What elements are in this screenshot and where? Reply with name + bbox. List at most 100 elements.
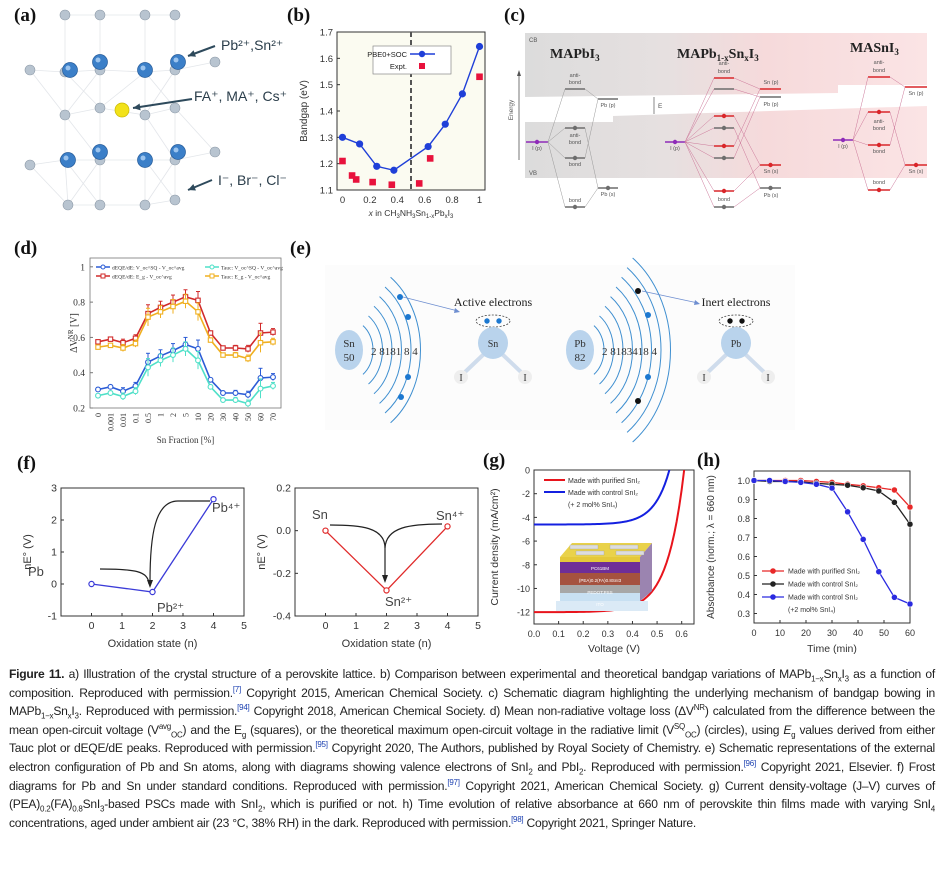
x-tick-label: 30: [219, 413, 228, 421]
energy-label: Energy: [508, 99, 515, 120]
panel-d: (d) 0.2 0.4 0.6 0.8 1 0 0.001 0.01 0.1 0.5 1 2 5 10 20…: [0, 225, 290, 445]
data-point-pbe0: [441, 120, 449, 128]
y-tick-label: -1: [48, 611, 57, 623]
label-bond: bond: [569, 140, 581, 146]
level-vb1-electron: [721, 113, 727, 119]
legend-marker: [770, 581, 776, 587]
panel-h: (h) 0 10 20 30 40 50 60 0.3 0.4 0.5 0.6 0.7 0.8 0.9 1.…: [690, 445, 942, 660]
data-point: [107, 342, 114, 349]
y-axis-label: nE° (V): [22, 534, 34, 570]
atom-symbol: Pb: [574, 338, 586, 350]
legend-label: Tauc: V_oc^SQ - V_oc^avg: [221, 266, 283, 272]
highlight: [173, 57, 179, 63]
electron-caption: Inert electrons: [702, 295, 771, 309]
ref-link[interactable]: [97]: [447, 777, 460, 787]
x-tick-label: 3: [180, 620, 186, 632]
device-layer: [560, 573, 640, 585]
data-point-pbe0: [458, 90, 466, 98]
atom-core: [335, 330, 363, 370]
halide-ion: [59, 9, 71, 21]
legend-label: dEQE/dE: V_oc^SQ - V_oc^avg: [112, 266, 185, 272]
x-tick-label: 5: [241, 620, 247, 632]
level-bond-low-electron: [876, 187, 882, 193]
ag-electrode: [609, 544, 639, 550]
ref-link[interactable]: [94]: [237, 703, 250, 713]
valence-electron: [397, 294, 403, 300]
x-tick-label: 0.1: [132, 413, 141, 423]
y-tick-label: 0.3: [737, 609, 750, 619]
electron-shell: [362, 325, 374, 375]
b-site-cation: [137, 152, 153, 168]
y-tick-label: 0.2: [73, 405, 85, 415]
legend-marker: [770, 568, 776, 574]
species-label: Sn⁴⁺: [436, 508, 464, 523]
legend-marker: [419, 63, 425, 69]
electron-shell: [615, 286, 643, 414]
arrow-b-site-head: [188, 50, 196, 57]
lattice-bond: [29, 69, 66, 116]
y-tick-label: 1.4: [320, 107, 333, 118]
orbital-connector: [733, 164, 761, 192]
ligand-label: I: [459, 373, 462, 384]
label-bond: bond: [569, 80, 581, 86]
y-tick-label: 0.7: [737, 533, 750, 543]
central-atom-label: Pb: [731, 339, 742, 350]
atom-number: 50: [344, 352, 356, 364]
bond: [499, 351, 524, 375]
arrow-head: [147, 580, 153, 588]
y-tick-label: 0.6: [737, 552, 750, 562]
legend-marker: [209, 264, 215, 270]
label-pb-s: Pb (s): [764, 193, 779, 199]
data-point: [195, 357, 201, 364]
orbital-connector: [889, 164, 906, 191]
data-point: [95, 386, 101, 393]
label-i-p: I (p): [670, 146, 680, 152]
data-point: [245, 346, 251, 352]
data-point: [891, 486, 898, 494]
data-point: [270, 339, 276, 345]
x-tick-label: 40: [853, 628, 863, 638]
ref-link[interactable]: [98]: [511, 814, 524, 824]
x-tick-label: 0: [94, 413, 103, 417]
layer-label: PEDOT:PSS: [587, 590, 612, 595]
orbital-connector: [584, 88, 599, 100]
label-bond: bond: [718, 197, 730, 203]
valence-electron: [398, 394, 404, 400]
label-bond: bond: [873, 180, 885, 186]
reaction-arrow: [329, 524, 386, 549]
legend-label: Tauc: E_g - V_oc^avg: [221, 275, 271, 281]
x-tick-label: 0.1: [552, 629, 565, 639]
data-point: [149, 588, 156, 596]
lattice-bond: [144, 69, 176, 116]
y-tick-label: -0.4: [273, 611, 291, 623]
central-atom-label: Sn: [488, 339, 499, 350]
data-point: [95, 344, 101, 350]
x-tick-label: 1: [157, 413, 166, 417]
species-label: Pb²⁺: [157, 600, 184, 615]
x-tick-label: 60: [905, 628, 915, 638]
data-point: [859, 536, 867, 543]
label-antibond: anti-: [570, 133, 581, 139]
y-axis-label: nE° (V): [256, 534, 268, 570]
ligand-label: I: [523, 373, 526, 384]
electron-caption: Active electrons: [454, 295, 533, 309]
ref-link[interactable]: [7]: [232, 684, 241, 694]
valence-band: [525, 106, 927, 178]
lattice-bond: [174, 107, 216, 153]
x-tick-label: 0.001: [107, 413, 116, 431]
electron-configuration: 2 8183418 4: [602, 346, 658, 358]
electron-configuration: 2 8181 8 4: [371, 346, 418, 358]
data-point: [145, 364, 151, 371]
y-axis-label: Bandgap (eV): [299, 80, 310, 142]
data-point: [220, 390, 226, 396]
ref-link[interactable]: [95]: [315, 740, 328, 750]
orbital-connector: [584, 98, 599, 159]
data-point-expt: [388, 181, 396, 189]
species-label: Pb⁴⁺: [212, 500, 240, 515]
energy-arrowhead: [517, 70, 521, 76]
lone-pair-electron: [496, 318, 502, 324]
ref-link[interactable]: [96]: [743, 758, 757, 768]
data-point: [906, 503, 914, 511]
label-antibond: anti-: [719, 61, 730, 67]
data-point: [844, 508, 851, 516]
